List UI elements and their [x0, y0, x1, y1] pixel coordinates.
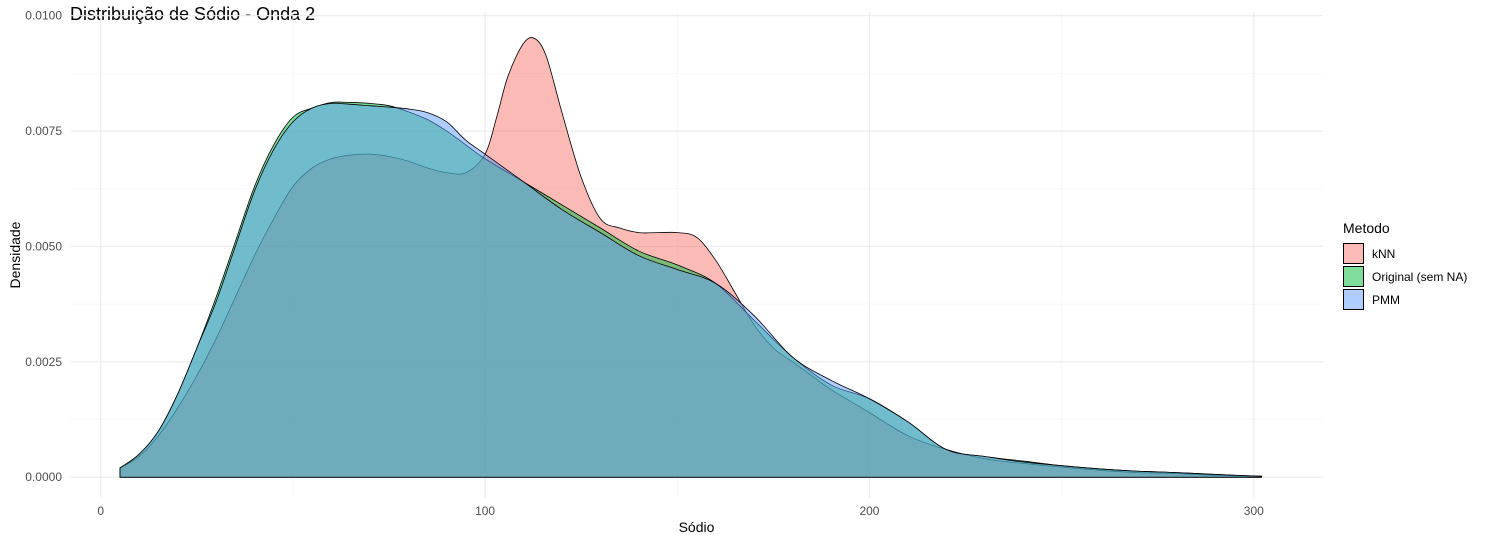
- legend-items: kNN Original (sem NA) PMM: [1343, 242, 1467, 311]
- legend: Metodo kNN Original (sem NA) PMM: [1343, 220, 1467, 311]
- y-axis-title: Densidade: [7, 221, 23, 288]
- x-tick-label: 200: [859, 504, 879, 518]
- y-tick-label: 0.0100: [25, 9, 62, 23]
- chart-title: Distribuição de Sódio - Onda 2: [70, 4, 316, 24]
- legend-key-swatch: [1343, 243, 1364, 264]
- x-tick-label: 0: [97, 504, 104, 518]
- y-tick-label: 0.0000: [25, 470, 62, 484]
- legend-label: Original (sem NA): [1372, 269, 1468, 284]
- x-tick-label: 300: [1244, 504, 1264, 518]
- density-areas: [119, 37, 1262, 478]
- legend-item-knn: kNN: [1343, 242, 1467, 265]
- legend-label: PMM: [1372, 292, 1400, 307]
- y-tick-label: 0.0050: [25, 239, 62, 253]
- legend-label: kNN: [1372, 246, 1396, 261]
- legend-key-swatch: [1343, 289, 1364, 310]
- density-area-pmm: [119, 102, 1262, 478]
- legend-title: Metodo: [1343, 220, 1390, 236]
- x-tick-label: 100: [475, 504, 495, 518]
- tick-labels: 0 100 200 300 0.0000 0.0025 0.0050 0.0075 0.0100: [25, 9, 1264, 518]
- legend-item-pmm: PMM: [1343, 288, 1467, 311]
- legend-item-original-sem-na: Original (sem NA): [1343, 265, 1467, 288]
- y-tick-label: 0.0025: [25, 355, 62, 369]
- x-axis-title: Sódio: [679, 519, 715, 535]
- legend-key-swatch: [1343, 266, 1364, 287]
- y-tick-label: 0.0075: [25, 124, 62, 138]
